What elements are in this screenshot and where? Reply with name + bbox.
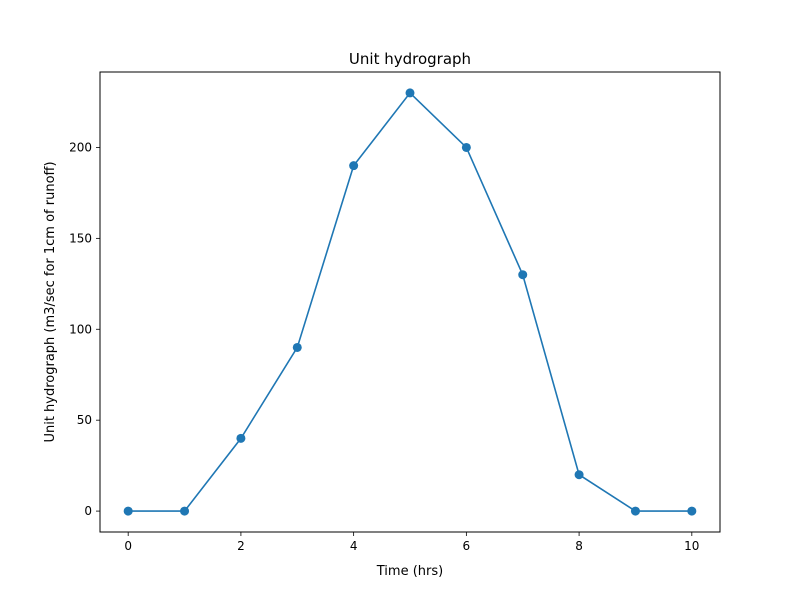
x-tick-label: 6 <box>463 539 471 553</box>
data-point <box>574 470 584 480</box>
y-tick-label: 0 <box>84 504 92 518</box>
x-tick-label: 8 <box>575 539 583 553</box>
y-axis-ticks: 0 50 100 150 200 <box>69 140 100 518</box>
y-tick-label: 150 <box>69 231 92 245</box>
data-point <box>349 161 359 171</box>
y-axis-label: Unit hydrograph (m3/sec for 1cm of runof… <box>43 161 58 442</box>
x-axis-label: Time (hrs) <box>376 564 443 579</box>
y-tick-label: 200 <box>69 140 92 154</box>
plot-area: 0 2 4 6 8 10 0 50 100 150 200 <box>69 71 721 553</box>
y-tick-label: 100 <box>69 322 92 336</box>
x-axis-ticks: 0 2 4 6 8 10 <box>124 532 699 553</box>
data-point <box>292 342 302 352</box>
y-tick-label: 50 <box>77 413 92 427</box>
data-point <box>236 433 246 443</box>
data-point <box>461 142 471 152</box>
series-markers <box>123 88 697 516</box>
data-point <box>687 506 697 516</box>
plot-frame <box>99 71 721 533</box>
data-point <box>180 506 190 516</box>
x-tick-label: 4 <box>350 539 358 553</box>
data-point <box>518 270 528 280</box>
series-line <box>128 91 692 512</box>
x-tick-label: 10 <box>684 539 699 553</box>
data-point <box>123 506 133 516</box>
x-tick-label: 2 <box>237 539 245 553</box>
data-point <box>405 88 415 98</box>
data-point <box>630 506 640 516</box>
x-tick-label: 0 <box>124 539 132 553</box>
chart-title: Unit hydrograph <box>349 50 471 68</box>
